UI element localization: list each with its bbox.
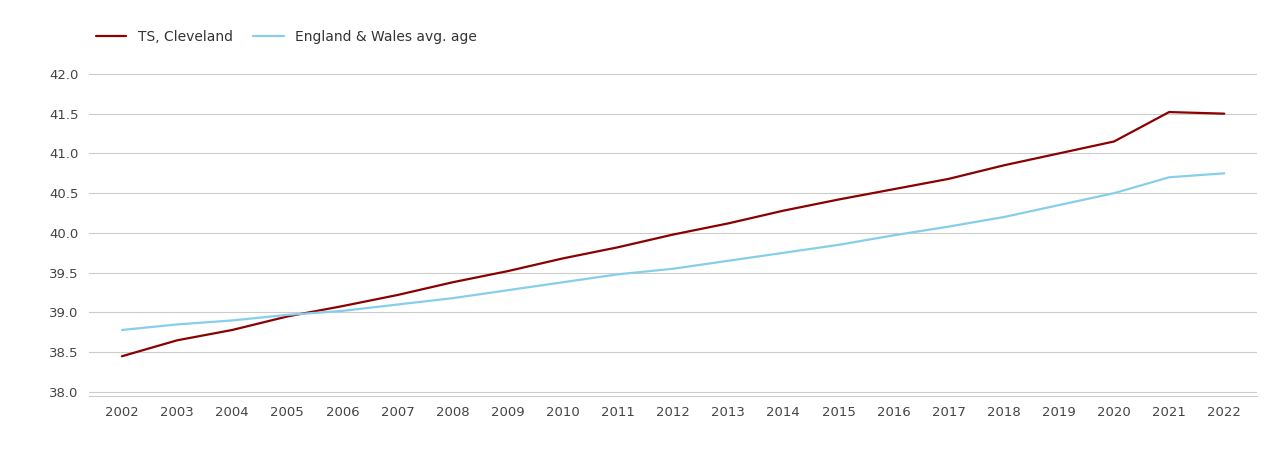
England & Wales avg. age [996, 214, 1011, 220]
TS, Cleveland [169, 338, 184, 343]
England & Wales avg. age [390, 302, 405, 307]
England & Wales avg. age [720, 258, 735, 264]
TS, Cleveland [665, 232, 681, 237]
TS, Cleveland [114, 354, 130, 359]
TS, Cleveland [886, 186, 902, 192]
TS, Cleveland [500, 269, 516, 274]
TS, Cleveland [390, 292, 405, 298]
TS, Cleveland [1217, 111, 1232, 117]
TS, Cleveland [720, 220, 735, 226]
Legend: TS, Cleveland, England & Wales avg. age: TS, Cleveland, England & Wales avg. age [95, 30, 478, 44]
TS, Cleveland [776, 208, 791, 213]
England & Wales avg. age [444, 296, 460, 301]
TS, Cleveland [444, 279, 460, 285]
England & Wales avg. age [831, 242, 846, 248]
England & Wales avg. age [1217, 171, 1232, 176]
TS, Cleveland [1106, 139, 1121, 144]
England & Wales avg. age [225, 318, 240, 323]
England & Wales avg. age [555, 279, 570, 285]
England & Wales avg. age [279, 312, 295, 318]
TS, Cleveland [941, 176, 956, 181]
TS, Cleveland [555, 256, 570, 261]
Line: TS, Cleveland: TS, Cleveland [122, 112, 1224, 356]
England & Wales avg. age [1162, 175, 1177, 180]
TS, Cleveland [279, 314, 295, 319]
England & Wales avg. age [776, 250, 791, 256]
England & Wales avg. age [114, 327, 130, 333]
England & Wales avg. age [500, 288, 516, 293]
TS, Cleveland [335, 303, 351, 309]
TS, Cleveland [225, 327, 240, 333]
England & Wales avg. age [611, 272, 626, 277]
England & Wales avg. age [665, 266, 681, 271]
TS, Cleveland [1162, 109, 1177, 115]
England & Wales avg. age [1052, 202, 1067, 208]
TS, Cleveland [611, 244, 626, 250]
England & Wales avg. age [886, 233, 902, 238]
England & Wales avg. age [335, 308, 351, 314]
TS, Cleveland [831, 197, 846, 202]
Line: England & Wales avg. age: England & Wales avg. age [122, 173, 1224, 330]
England & Wales avg. age [941, 224, 956, 230]
TS, Cleveland [1052, 151, 1067, 156]
England & Wales avg. age [1106, 190, 1121, 196]
England & Wales avg. age [169, 322, 184, 327]
TS, Cleveland [996, 162, 1011, 168]
